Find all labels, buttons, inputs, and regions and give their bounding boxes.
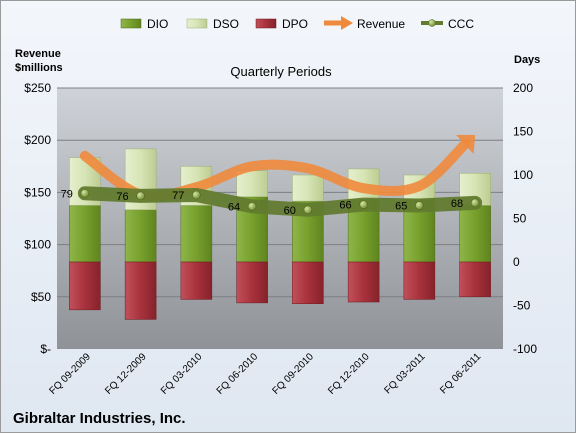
ccc-data-label: 66	[339, 200, 351, 212]
legend-label-dpo: DPO	[282, 17, 308, 31]
bar-dso	[236, 170, 268, 197]
legend-label-dio: DIO	[147, 17, 168, 31]
bar-dpo	[69, 261, 101, 311]
x-tick-label: FQ 09-2010	[270, 351, 316, 397]
right-tick-label: 50	[513, 212, 527, 226]
bar-dpo	[347, 261, 380, 303]
legend-label-dso: DSO	[213, 17, 239, 31]
right-tick-label: 150	[513, 125, 533, 139]
legend-swatch-ccc	[421, 19, 443, 27]
ccc-point	[192, 190, 201, 200]
ccc-data-label: 64	[228, 201, 240, 213]
ccc-data-label: 77	[172, 190, 184, 202]
ccc-point	[470, 198, 480, 208]
plot-subtitle: Quarterly Periods	[230, 64, 332, 79]
right-axis-title: Days	[514, 54, 540, 66]
bar-dpo	[459, 261, 491, 298]
x-tick-label: FQ 03-2010	[159, 351, 205, 397]
legend-swatch-dso	[186, 18, 208, 29]
bar-dio	[459, 205, 491, 263]
left-tick-label: $200	[24, 133, 51, 147]
legend-swatch-revenue	[324, 16, 353, 30]
ccc-point	[303, 205, 313, 215]
x-tick-label: FQ 12-2010	[326, 351, 372, 397]
legend-swatch-dpo	[255, 18, 277, 29]
right-tick-label: -50	[513, 299, 531, 313]
x-axis-ticks: FQ 09-2009 FQ 12-2009 FQ 03-2010 FQ 06-2010…	[47, 351, 483, 397]
ccc-point	[359, 200, 368, 209]
bar-dpo	[403, 261, 436, 300]
ccc-point	[247, 202, 257, 211]
right-axis-ticks: -100 -50 0 50 100 150 200	[513, 81, 537, 356]
left-tick-label: $250	[24, 81, 51, 95]
left-axis-ticks: $- $50 $100 $150 $200 $250	[24, 81, 51, 356]
bar-dio	[124, 209, 157, 263]
right-tick-label: -100	[513, 342, 537, 356]
ccc-data-label: 65	[395, 200, 407, 212]
ccc-series: 79 76 77 64 60 66 65 68	[61, 186, 483, 217]
ccc-data-label: 68	[451, 198, 463, 210]
ccc-data-label: 60	[284, 205, 296, 217]
bar-dio	[69, 205, 101, 263]
ccc-point	[136, 191, 145, 201]
ccc-data-label: 76	[116, 191, 128, 203]
legend-label-ccc: CCC	[448, 17, 474, 31]
left-axis-title-line1: Revenue	[15, 48, 61, 60]
ccc-line	[77, 186, 483, 217]
right-tick-label: 200	[513, 81, 533, 95]
left-tick-label: $-	[40, 342, 51, 356]
plot-area	[57, 88, 503, 349]
x-tick-label: FQ 03-2011	[383, 351, 428, 396]
left-tick-label: $100	[24, 238, 51, 252]
ccc-data-label: 79	[61, 188, 73, 200]
bar-dio	[180, 205, 213, 263]
ccc-point	[415, 201, 424, 210]
right-tick-label: 100	[513, 168, 533, 182]
bar-dso	[292, 174, 324, 202]
bar-dpo	[292, 261, 324, 305]
legend: DIO DSO DPO Revenue CCC	[120, 16, 474, 31]
bar-dpo	[180, 261, 213, 300]
right-tick-label: 0	[513, 255, 520, 269]
x-tick-label: FQ 09-2009	[47, 351, 93, 397]
x-tick-label: FQ 06-2011	[438, 351, 483, 396]
legend-label-revenue: Revenue	[357, 17, 405, 31]
revenue-arrowhead	[456, 134, 476, 155]
x-tick-label: FQ 12-2009	[103, 351, 149, 397]
bar-dpo	[236, 261, 268, 304]
left-axis-title-line2: $millions	[15, 62, 63, 74]
bar-dpo	[124, 261, 157, 320]
company-name: Gibraltar Industries, Inc.	[13, 410, 186, 427]
legend-swatch-dio	[120, 18, 142, 29]
left-tick-label: $50	[31, 290, 51, 304]
x-tick-label: FQ 06-2010	[215, 351, 261, 397]
ccc-point	[80, 188, 90, 198]
left-tick-label: $150	[24, 185, 51, 199]
